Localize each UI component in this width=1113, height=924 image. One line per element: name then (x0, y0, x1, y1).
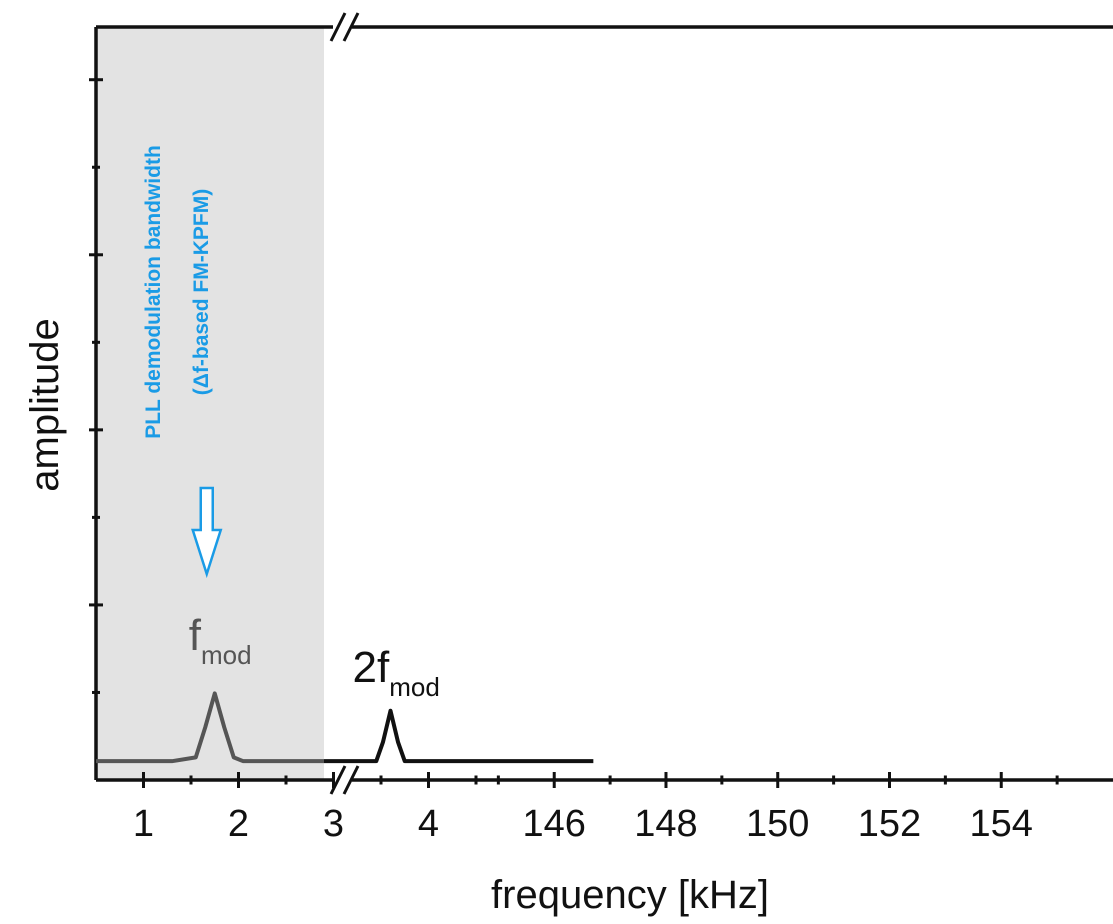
ticks: 1 2 3 4 146 148 150 152 154 (89, 78, 1059, 845)
peak-label-2fmod-base: 2f (353, 643, 390, 692)
top-axis-break-b (342, 12, 360, 42)
peak-label-fmod-sub: mod (201, 640, 252, 670)
shaded-band (97, 28, 324, 779)
y-axis-label: amplitude (23, 318, 67, 491)
peak-label-fmod-base: f (189, 611, 202, 660)
peak-label-fmod: fmod (189, 611, 252, 670)
axes (94, 12, 1113, 795)
pll-arrow (191, 486, 223, 579)
x-tick-label: 154 (970, 803, 1033, 845)
x-tick-label: 146 (523, 803, 586, 845)
x-axis-label: frequency [kHz] (491, 873, 769, 917)
x-tick-label: 4 (418, 803, 439, 845)
x-axis-break-b (342, 765, 360, 795)
series-group (96, 691, 594, 764)
x-tick-label: 148 (634, 803, 697, 845)
x-axis-break-a (329, 765, 347, 795)
x-tick-label: 2 (228, 803, 249, 845)
peak-label-2fmod: 2fmod (353, 643, 440, 702)
series-line-2 (324, 708, 594, 764)
peak-label-2fmod-sub: mod (389, 672, 440, 702)
series-line-1 (96, 691, 324, 764)
band-label-line2: (Δf-based FM-KPFM) (190, 189, 213, 395)
x-tick-label: 3 (323, 803, 344, 845)
pll-arrow-shape (191, 486, 223, 579)
x-tick-label: 150 (746, 803, 809, 845)
band-label-line1: PLL demodulation bandwidth (142, 145, 165, 439)
x-tick-label: 1 (133, 803, 154, 845)
top-axis-break-a (329, 12, 347, 42)
x-tick-label: 152 (858, 803, 921, 845)
